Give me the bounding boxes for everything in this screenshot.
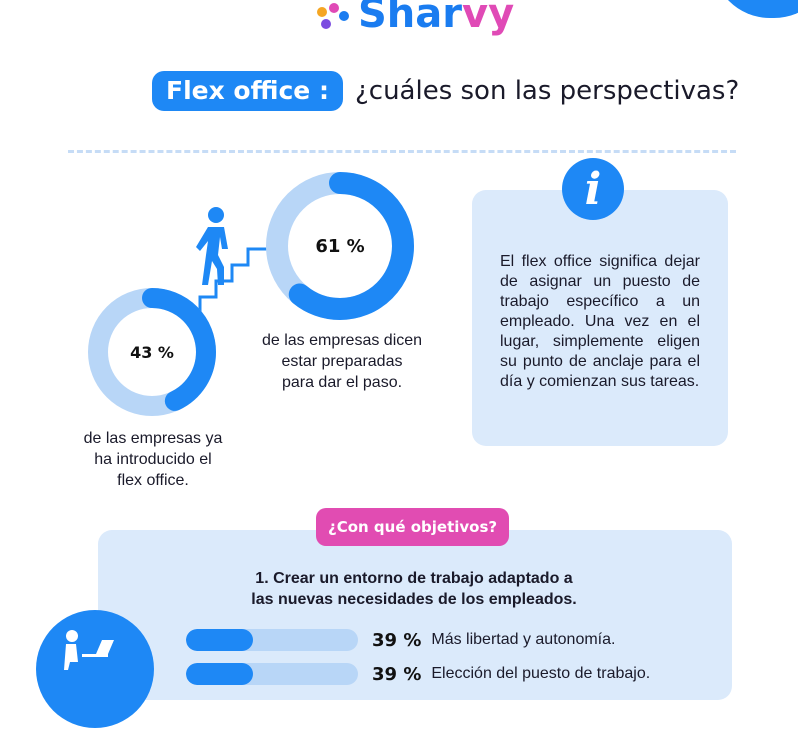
title-pill: Flex office :	[152, 71, 343, 111]
sharvy-logo-icon	[317, 3, 349, 29]
caption-43-line1: de las empresas ya	[83, 430, 223, 447]
donut-43-label: 43 %	[130, 342, 174, 362]
info-icon: i	[562, 158, 624, 220]
brand-logo: Sharvy	[310, 0, 530, 38]
brand-name: Sharvy	[358, 0, 515, 37]
progress-fill	[186, 629, 254, 651]
donut-chart-61	[266, 172, 414, 320]
objective-bar-row: 39 % Más libertad y autonomía.	[186, 628, 615, 652]
stairs-person-icon	[182, 207, 270, 315]
caption-61-line2: estar preparadas	[281, 353, 403, 370]
caption-61-line1: de las empresas dicen	[261, 332, 423, 349]
bar-label: Elección del puesto de trabajo.	[431, 665, 651, 682]
page-title: Flex office : ¿cuáles son las perspectiv…	[152, 70, 739, 112]
objective-heading-line1: 1. Crear un entorno de trabajo adaptado …	[255, 570, 573, 587]
donut-chart-43	[88, 288, 216, 416]
progress-track	[186, 629, 358, 651]
objective-heading: 1. Crear un entorno de trabajo adaptado …	[214, 568, 614, 610]
bar-label: Más libertad y autonomía.	[431, 631, 616, 648]
progress-fill	[186, 663, 254, 685]
bar-percent: 39 %	[372, 663, 422, 685]
caption-61-line3: para dar el paso.	[281, 374, 403, 391]
dashed-divider	[68, 150, 736, 153]
bar-percent: 39 %	[372, 629, 422, 651]
info-panel	[472, 190, 728, 446]
caption-43-line2: ha introducido el	[94, 451, 212, 468]
donut-value-arc	[266, 172, 414, 320]
caption-43: de las empresas ya ha introducido el fle…	[70, 428, 236, 491]
objectives-pill: ¿Con qué objetivos?	[316, 508, 510, 546]
objective-bar-row: 39 % Elección del puesto de trabajo.	[186, 662, 650, 686]
worker-circle	[36, 610, 154, 728]
progress-track	[186, 663, 358, 685]
desk-worker-icon	[64, 630, 114, 670]
donut-61-label: 61 %	[315, 235, 365, 257]
corner-decoration	[712, 0, 798, 18]
objective-heading-line2: las nuevas necesidades de los empleados.	[251, 591, 577, 608]
title-text: ¿cuáles son las perspectivas?	[354, 76, 740, 106]
caption-43-line3: flex office.	[117, 472, 189, 489]
donut-value-arc	[88, 288, 216, 416]
caption-61: de las empresas dicen estar preparadas p…	[250, 330, 434, 393]
donut-43: 43 %	[88, 288, 216, 416]
donut-61: 61 %	[266, 172, 414, 320]
info-text: El flex office significa dejar de asigna…	[500, 253, 700, 390]
